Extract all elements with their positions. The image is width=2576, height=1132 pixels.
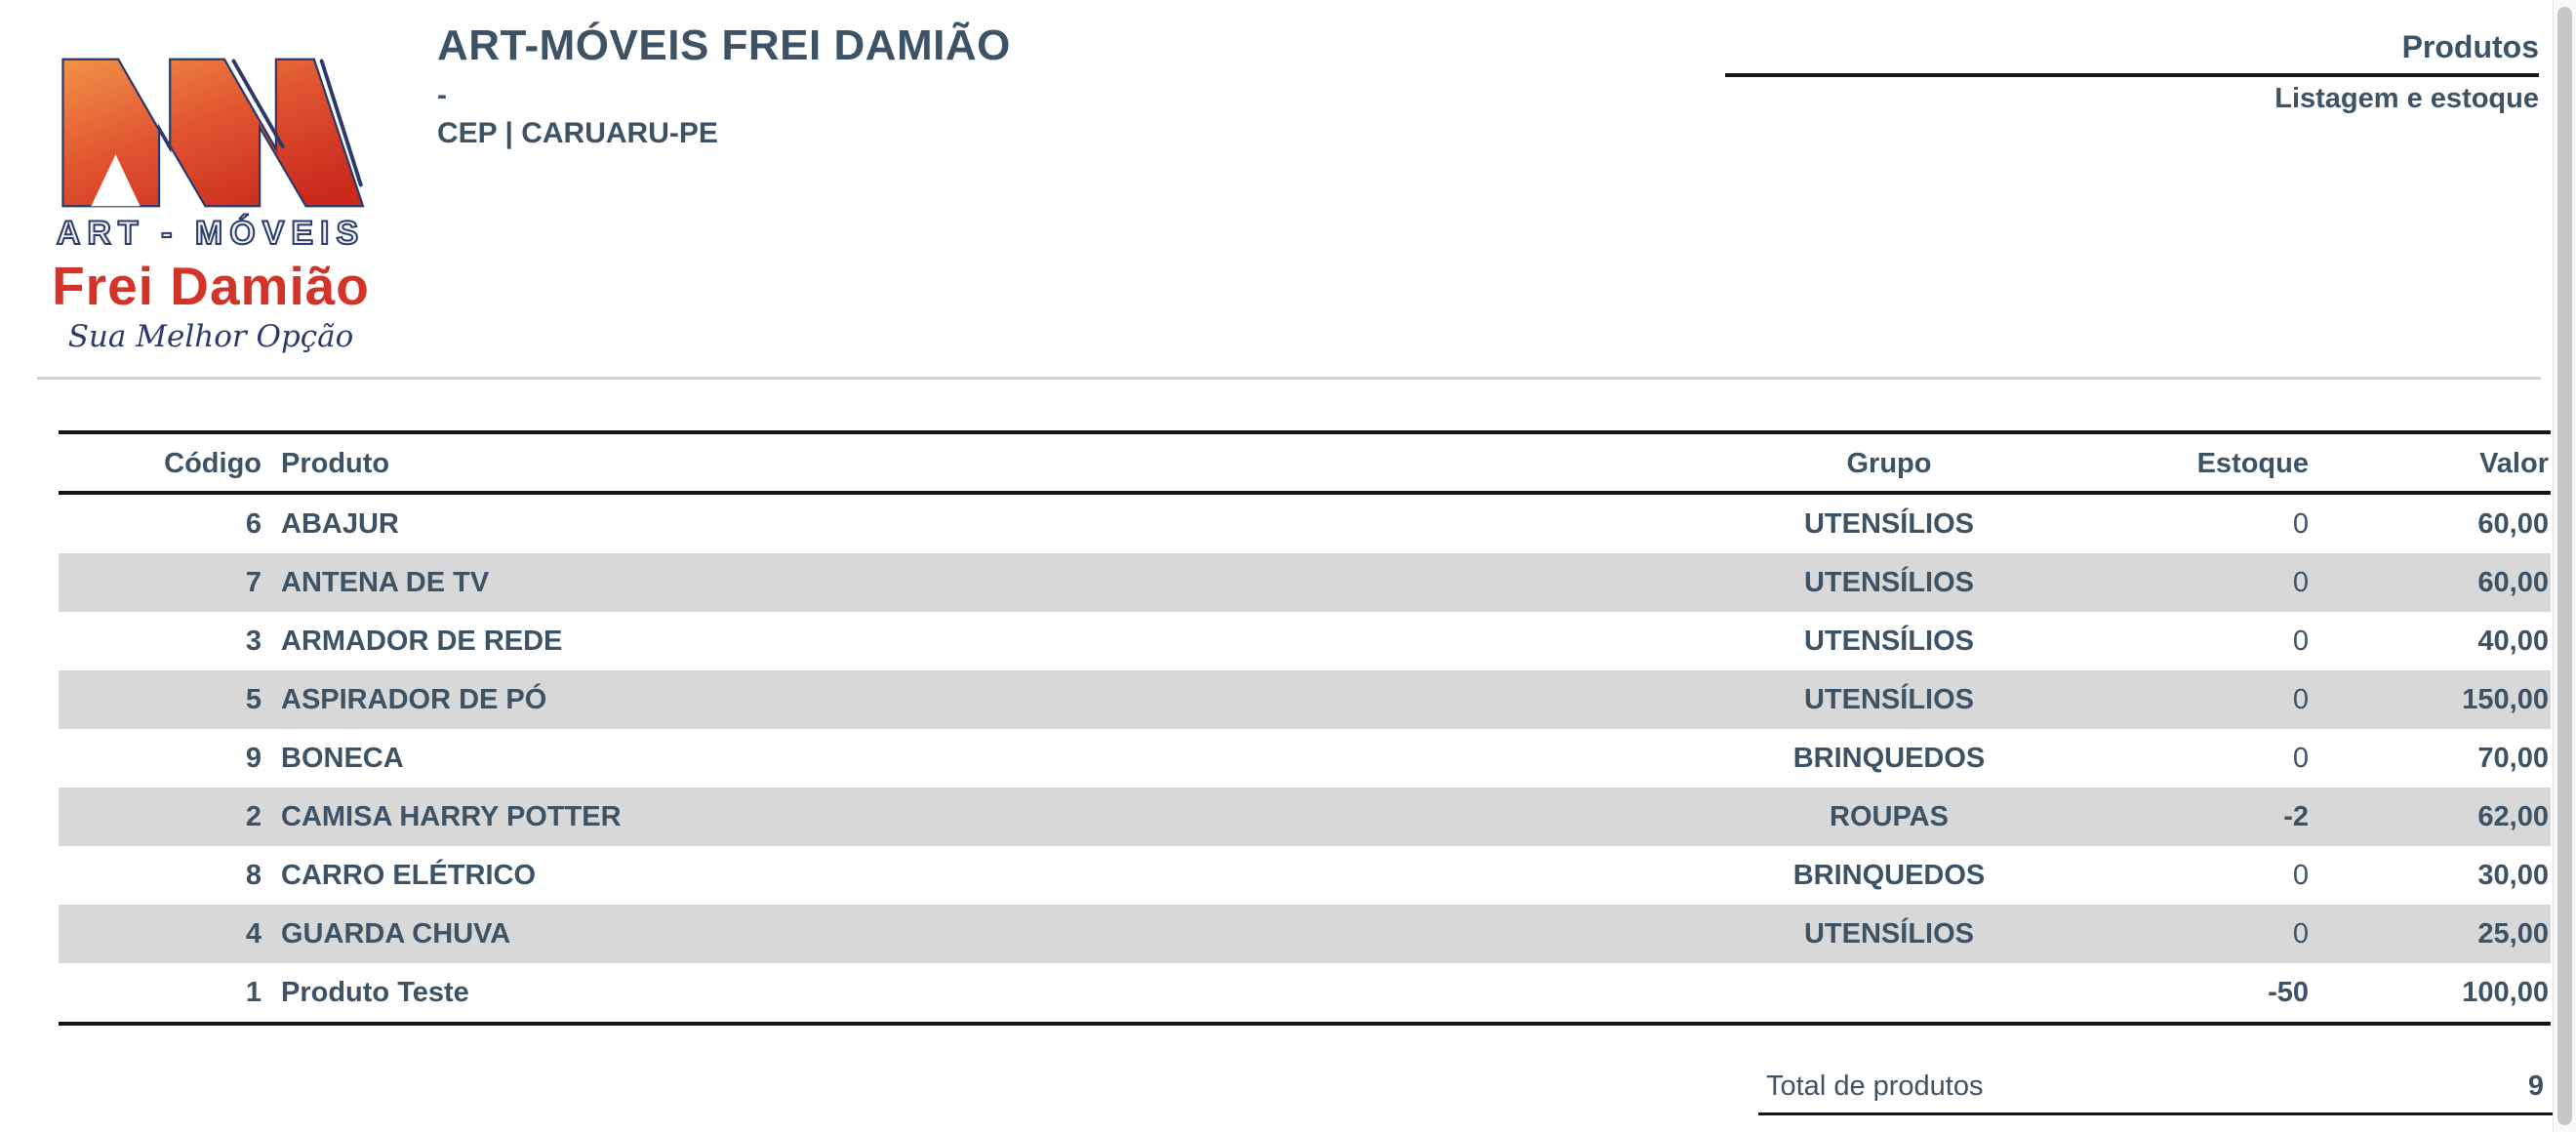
cell-produto: ARMADOR DE REDE (281, 626, 563, 657)
cell-codigo: 3 (245, 626, 262, 657)
table-row: 2 CAMISA HARRY POTTER ROUPAS -2 62,00 (59, 788, 2551, 846)
header-divider (37, 377, 2541, 380)
total-products-label: Total de produtos (1766, 1070, 1984, 1102)
table-row: 7 ANTENA DE TV UTENSÍLIOS 0 60,00 (59, 553, 2551, 612)
table-row: 3 ARMADOR DE REDE UTENSÍLIOS 0 40,00 (59, 612, 2551, 670)
report-title: Produtos (2401, 29, 2539, 64)
cell-codigo: 1 (245, 977, 262, 1008)
cell-produto: CAMISA HARRY POTTER (281, 801, 622, 832)
cell-codigo: 2 (245, 801, 262, 832)
scrollbar-thumb[interactable] (2557, 7, 2572, 1125)
cell-valor: 25,00 (2477, 918, 2549, 950)
cell-codigo: 6 (245, 508, 262, 540)
table-row: 4 GUARDA CHUVA UTENSÍLIOS 0 25,00 (59, 905, 2551, 963)
column-header-codigo: Código (164, 448, 262, 479)
cell-estoque: 0 (2292, 567, 2309, 598)
company-city-line: CEP | CARUARU-PE (437, 117, 718, 149)
company-address-line: - (437, 79, 447, 111)
company-header: ART-MÓVEIS FREI DAMIÃO - CEP | CARUARU-P… (437, 21, 1011, 150)
cell-produto: CARRO ELÉTRICO (281, 860, 536, 891)
cell-valor: 40,00 (2477, 626, 2549, 657)
table-row: 5 ASPIRADOR DE PÓ UTENSÍLIOS 0 150,00 (59, 670, 2551, 729)
table-row: 9 BONECA BRINQUEDOS 0 70,00 (59, 729, 2551, 788)
cell-valor: 100,00 (2462, 977, 2549, 1008)
logo-tagline: Sua Melhor Opção (67, 319, 354, 354)
logo-text-art-moveis: ART - MÓVEIS (56, 214, 366, 253)
cell-codigo: 9 (245, 743, 262, 774)
total-products-value: 9 (2527, 1070, 2544, 1102)
cell-codigo: 4 (245, 918, 262, 950)
cell-estoque: -2 (2283, 801, 2309, 832)
cell-grupo: BRINQUEDOS (1792, 743, 1986, 774)
cell-grupo: UTENSÍLIOS (1803, 567, 1974, 598)
cell-grupo: BRINQUEDOS (1792, 860, 1986, 891)
table-row: 8 CARRO ELÉTRICO BRINQUEDOS 0 30,00 (59, 846, 2551, 905)
cell-valor: 60,00 (2477, 567, 2549, 598)
cell-grupo: ROUPAS (1830, 801, 1949, 832)
cell-estoque: 0 (2292, 860, 2309, 891)
cell-valor: 60,00 (2477, 508, 2549, 540)
cell-codigo: 7 (245, 567, 262, 598)
table-header-row: Código Produto Grupo Estoque Valor (59, 430, 2551, 495)
cell-grupo: UTENSÍLIOS (1803, 508, 1974, 540)
cell-produto: ANTENA DE TV (281, 567, 490, 598)
cell-grupo: UTENSÍLIOS (1803, 684, 1974, 715)
column-header-grupo: Grupo (1846, 448, 1932, 479)
report-title-rule (1725, 73, 2539, 77)
column-header-produto: Produto (281, 448, 390, 479)
cell-produto: ASPIRADOR DE PÓ (281, 684, 547, 715)
cell-grupo: UTENSÍLIOS (1803, 626, 1974, 657)
vertical-scrollbar[interactable] (2553, 0, 2576, 1132)
company-title: ART-MÓVEIS FREI DAMIÃO (437, 21, 1011, 69)
cell-valor: 150,00 (2462, 684, 2549, 715)
cell-estoque: -50 (2268, 977, 2309, 1008)
cell-estoque: 0 (2292, 626, 2309, 657)
table-row: 1 Produto Teste -50 100,00 (59, 963, 2551, 1022)
cell-estoque: 0 (2292, 684, 2309, 715)
table-row: 6 ABAJUR UTENSÍLIOS 0 60,00 (59, 495, 2551, 553)
cell-valor: 62,00 (2477, 801, 2549, 832)
column-header-valor: Valor (2479, 448, 2549, 479)
company-logo: ART - MÓVEIS Frei Damião Sua Melhor Opçã… (39, 14, 382, 354)
cell-grupo: UTENSÍLIOS (1803, 918, 1974, 950)
cell-estoque: 0 (2292, 743, 2309, 774)
cell-produto: ABAJUR (281, 508, 399, 540)
cell-produto: GUARDA CHUVA (281, 918, 511, 950)
cell-produto: Produto Teste (281, 977, 469, 1008)
products-table: Código Produto Grupo Estoque Valor 6 ABA… (59, 430, 2551, 1026)
column-header-estoque: Estoque (2196, 448, 2309, 479)
table-body: 6 ABAJUR UTENSÍLIOS 0 60,00 7 ANTENA DE … (59, 495, 2551, 1026)
cell-codigo: 5 (245, 684, 262, 715)
cell-produto: BONECA (281, 743, 404, 774)
cell-estoque: 0 (2292, 918, 2309, 950)
cell-estoque: 0 (2292, 508, 2309, 540)
cell-valor: 30,00 (2477, 860, 2549, 891)
am-monogram-icon (61, 58, 365, 208)
total-products-box: Total de produtos 9 (1758, 1060, 2559, 1115)
report-subtitle: Listagem e estoque (2274, 83, 2539, 114)
cell-codigo: 8 (245, 860, 262, 891)
cell-valor: 70,00 (2477, 743, 2549, 774)
logo-text-frei-damiao: Frei Damião (52, 256, 370, 316)
report-title-block: Produtos Listagem e estoque (1725, 29, 2539, 115)
